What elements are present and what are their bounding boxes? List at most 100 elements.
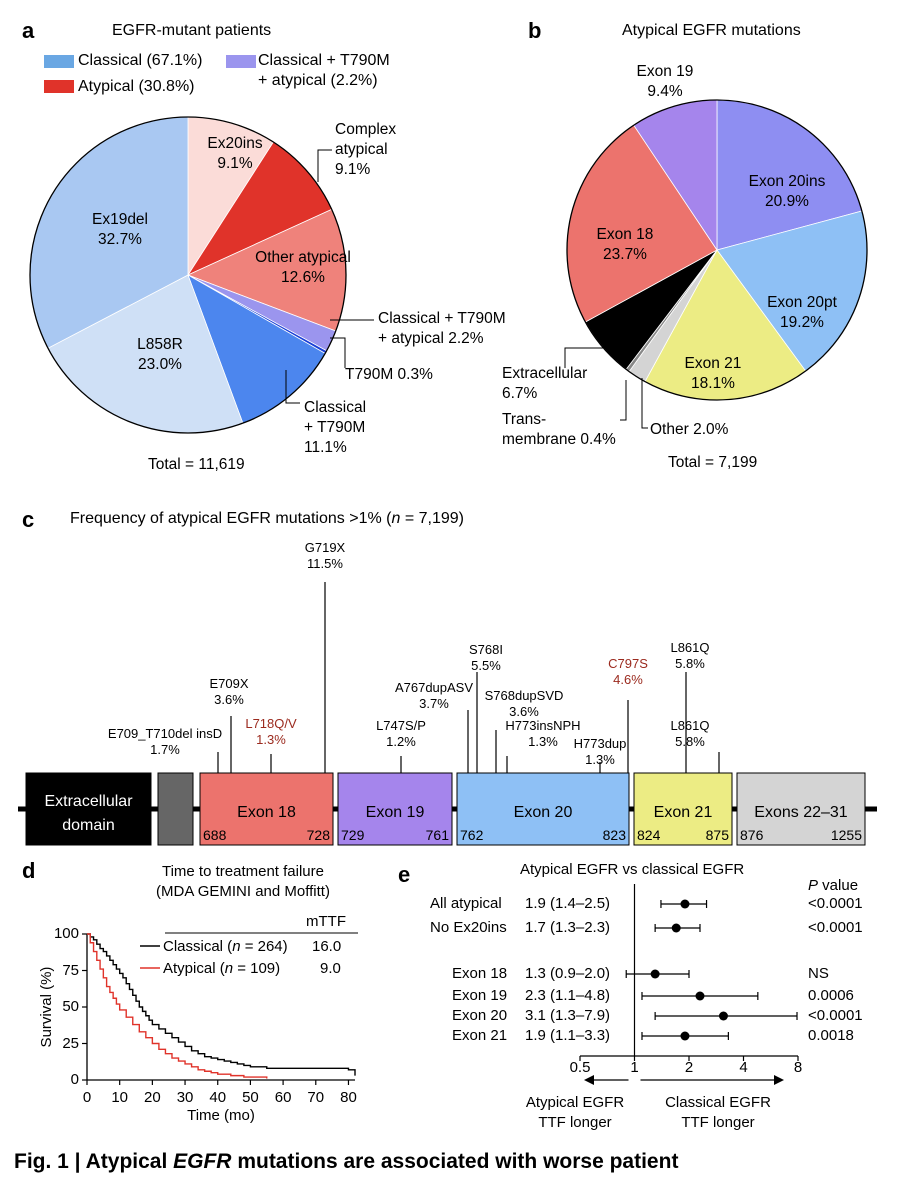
leader-ct790m — [285, 370, 300, 404]
panel-a-label: a — [22, 18, 35, 43]
forest-hr-exon-20: 3.1 (1.3–7.9) — [525, 1007, 611, 1024]
panel-e-label: e — [398, 862, 411, 887]
mutation-label-l718q-v-2: L718Q/V 1.3% — [245, 716, 297, 747]
label-exon21: Exon 21 18.1% — [684, 355, 742, 392]
hr-point-exon-18 — [650, 969, 660, 979]
legend-classical: Classical (67.1%) — [78, 52, 203, 69]
forest-p-exon-21: 0.0018 — [808, 1027, 854, 1044]
legend-atypical-km: Atypical (n = 109) — [163, 960, 281, 977]
domain-exon18-start: 688 — [203, 827, 227, 843]
panel-d-label: d — [22, 858, 36, 883]
forest-xtick-label-2: 2 — [684, 1059, 694, 1076]
hr-point-all-atypical — [680, 899, 690, 909]
label-other-atypical: Other atypical 12.6% — [255, 249, 351, 286]
forest-row-all-atypical: All atypical — [430, 895, 502, 912]
mutation-label-a767dupasv-5: A767dupASV 3.7% — [394, 680, 474, 711]
leader-complex — [317, 149, 332, 182]
forest-hr-exon-19: 2.3 (1.1–4.8) — [525, 987, 611, 1004]
forest-row-exon-19: Exon 19 — [452, 987, 508, 1004]
mutation-label-g719x-3: G719X 11.5% — [304, 540, 346, 571]
forest-hr-exon-21: 1.9 (1.1–3.3) — [525, 1027, 611, 1044]
panel-e-title: Atypical EGFR vs classical EGFR — [520, 861, 745, 878]
forest-row-exon-18: Exon 18 — [452, 965, 508, 982]
label-other: Other 2.0% — [650, 421, 729, 438]
label-t790m: T790M 0.3% — [345, 366, 433, 383]
legend-swatch-atypical — [44, 80, 74, 93]
panel-c-title: Frequency of atypical EGFR mutations >1%… — [70, 510, 464, 527]
legend-classical-km: Classical (n = 264) — [163, 938, 288, 955]
forest-hr-no-ex20ins: 1.7 (1.3–2.3) — [525, 919, 611, 936]
domain-exon19-end: 761 — [426, 827, 450, 843]
domain-exon18-name: Exon 18 — [237, 804, 296, 821]
mutation-label-s768dupsvd-7: S768dupSVD 3.6% — [484, 688, 564, 719]
label-exon19: Exon 19 9.4% — [636, 63, 694, 100]
pie-slice-exon-18 — [566, 124, 718, 323]
mutation-label-l861q-11: L861Q 5.8% — [670, 640, 710, 671]
mttf-classical: 16.0 — [312, 938, 342, 955]
label-exon20ins: Exon 20ins 20.9% — [748, 173, 826, 210]
km-xtick-label-40: 40 — [209, 1089, 227, 1106]
label-l858r: L858R 23.0% — [137, 336, 183, 373]
label-extracellular: Extracellular 6.7% — [502, 365, 588, 402]
domain-exon18-end: 728 — [307, 827, 331, 843]
arrow-right-label: Classical EGFR TTF longer — [665, 1094, 771, 1131]
forest-hr-exon-18: 1.3 (0.9–2.0) — [525, 965, 611, 982]
forest-row-no-ex20ins: No Ex20ins — [430, 919, 507, 936]
domain-exon20 — [456, 772, 630, 846]
pvalue-header: P value — [808, 877, 859, 894]
leader-transmembrane — [620, 380, 627, 421]
mttf-atypical: 9.0 — [320, 960, 341, 977]
panel-b-label: b — [528, 18, 542, 43]
domain-exon19-name: Exon 19 — [366, 804, 425, 821]
legend-classical-t790m-line2: + atypical (2.2%) — [258, 72, 378, 89]
km-xtick-label-30: 30 — [176, 1089, 194, 1106]
forest-row-exon-20: Exon 20 — [452, 1007, 508, 1024]
label-ex20ins: Ex20ins 9.1% — [207, 135, 263, 172]
hr-point-exon-21 — [680, 1031, 690, 1041]
panel-b-total: Total = 7,199 — [668, 454, 758, 471]
domain-extracellular-label-2: domain — [62, 817, 114, 834]
domain-exon21-start: 824 — [637, 827, 661, 843]
label-exon18: Exon 18 23.7% — [596, 226, 654, 263]
figure-caption: Fig. 1 | Atypical EGFR mutations are ass… — [14, 1150, 679, 1173]
forest-p-no-ex20ins: <0.0001 — [808, 919, 863, 936]
km-xlabel: Time (mo) — [187, 1107, 255, 1124]
label-ex19del: Ex19del 32.7% — [91, 211, 148, 248]
panel-c-label: c — [22, 507, 35, 532]
forest-p-exon-18: NS — [808, 965, 829, 982]
label-classical-t790m-atypical: Classical + T790M + atypical 2.2% — [378, 310, 506, 347]
mutation-label-c797s-10: C797S 4.6% — [608, 656, 648, 687]
forest-xtick-label-0.5: 0.5 — [569, 1059, 591, 1076]
forest-xtick-label-4: 4 — [739, 1059, 748, 1076]
label-transmembrane: Trans-membrane 0.4% — [502, 411, 616, 448]
arrow-left-label: Atypical EGFR TTF longer — [525, 1094, 625, 1131]
panel-a-title: EGFR-mutant patients — [112, 22, 272, 39]
mttf-header: mTTF — [306, 913, 346, 930]
mutation-label-s768i-6: S768I 5.5% — [469, 642, 503, 673]
legend-classical-t790m-line1: Classical + T790M — [258, 52, 390, 69]
domain-tm — [157, 772, 194, 846]
forest-hr-all-atypical: 1.9 (1.4–2.5) — [525, 895, 611, 912]
km-ytick-label-100: 100 — [53, 925, 79, 942]
km-ytick-label-0: 0 — [70, 1071, 79, 1088]
panel-b-title: Atypical EGFR mutations — [622, 22, 801, 39]
leader-other — [641, 378, 648, 429]
domain-exons22-start: 876 — [740, 827, 764, 843]
domain-exon20-name: Exon 20 — [514, 804, 573, 821]
domain-extracellular-label-1: Extracellular — [44, 793, 133, 810]
mutation-label-l747s-p-4: L747S/P 1.2% — [376, 718, 426, 749]
mutation-label-h773insnph-8: H773insNPH 1.3% — [505, 718, 581, 749]
domain-exon21-name: Exon 21 — [654, 804, 713, 821]
mutation-label-l861q-12: L861Q 5.8% — [670, 718, 710, 749]
legend-swatch-classical-t790m — [226, 55, 256, 68]
domain-extracellular — [25, 772, 152, 846]
label-complex-atypical: Complex atypical 9.1% — [335, 121, 397, 178]
km-xtick-label-70: 70 — [307, 1089, 325, 1106]
label-exon20pt: Exon 20pt 19.2% — [767, 294, 837, 331]
domain-exons22 — [736, 772, 866, 846]
domain-exons22-name: Exons 22–31 — [754, 804, 848, 821]
domain-exon19 — [337, 772, 453, 846]
km-xtick-label-10: 10 — [111, 1089, 129, 1106]
panel-a-total: Total = 11,619 — [148, 456, 245, 473]
km-xtick-label-50: 50 — [242, 1089, 259, 1106]
